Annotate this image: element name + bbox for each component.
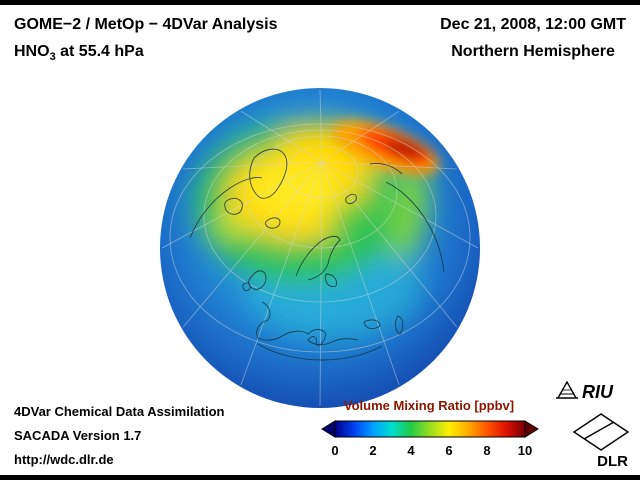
coastlines <box>189 148 445 361</box>
top-border-bar <box>0 0 640 5</box>
datetime-block: Dec 21, 2008, 12:00 GMT Northern Hemisph… <box>440 11 626 65</box>
colorbar-tick: 4 <box>407 443 415 458</box>
colorbar-tick: 10 <box>517 443 533 458</box>
pressure-level-label: at 55.4 hPa <box>55 43 144 60</box>
colorbar-gradient-bar <box>334 420 526 438</box>
species-label: HNO <box>14 43 50 60</box>
dlr-logo: DLR <box>572 413 630 470</box>
footer-line-version: SACADA Version 1.7 <box>14 428 142 443</box>
hemisphere-map <box>160 88 480 408</box>
plot-title-line1: GOME−2 / MetOp − 4DVar Analysis <box>14 16 278 33</box>
date-label: Dec 21, 2008, 12:00 GMT <box>440 16 626 33</box>
colorbar-tick: 6 <box>445 443 453 458</box>
colorbar-tick: 8 <box>483 443 491 458</box>
riu-logo: RIU <box>556 380 614 402</box>
hno3-field-maximum <box>332 121 440 175</box>
footer-line-assimilation: 4DVar Chemical Data Assimilation <box>14 404 225 419</box>
riu-logo-text: RIU <box>582 382 614 402</box>
plot-title-line2: HNO3 at 55.4 hPa <box>14 38 278 71</box>
colorbar-underflow-arrow <box>321 420 336 438</box>
riu-mountain-icon <box>556 380 578 399</box>
species-subscript: 3 <box>49 51 56 64</box>
bottom-border-bar <box>0 475 640 480</box>
colorbar-tick: 2 <box>369 443 377 458</box>
footer-block: 4DVar Chemical Data Assimilation SACADA … <box>14 400 225 472</box>
colorbar-overflow-arrow <box>524 420 539 438</box>
dlr-logo-text: DLR <box>597 453 628 470</box>
colorbar-tick: 0 <box>331 443 339 458</box>
footer-line-url: http://wdc.dlr.de <box>14 452 114 467</box>
colorbar <box>321 420 539 438</box>
colorbar-title: Volume Mixing Ratio [ppbv] <box>343 398 515 413</box>
hemisphere-label: Northern Hemisphere <box>451 43 615 60</box>
colorbar-tick-labels: 0 2 4 6 8 10 <box>320 443 538 459</box>
dlr-emblem-icon <box>572 413 630 451</box>
plot-title-block: GOME−2 / MetOp − 4DVar Analysis HNO3 at … <box>14 11 278 71</box>
